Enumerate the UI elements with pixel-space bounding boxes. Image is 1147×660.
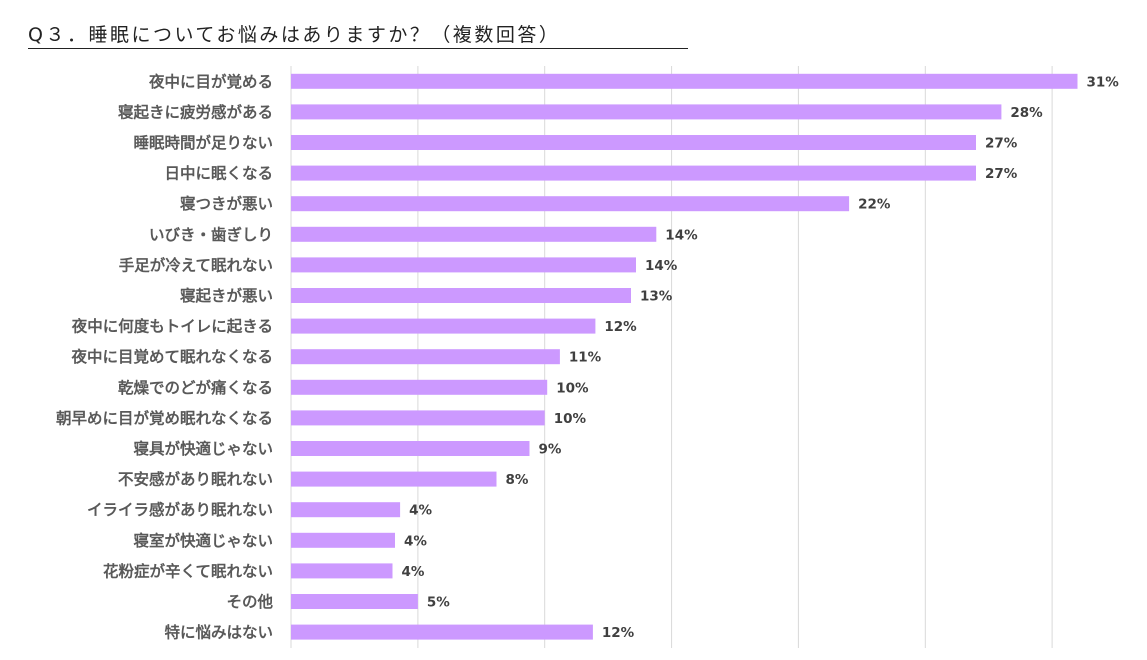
category-label: 夜中に目覚めて眠れなくなる [70,347,273,366]
category-label: 寝起きが悪い [180,286,273,305]
category-label: 寝つきが悪い [180,194,273,213]
category-label: 手足が冷えて眠れない [119,255,273,274]
bar [291,318,596,334]
value-label: 14% [665,227,698,243]
bar [291,594,418,609]
value-label: 27% [985,166,1018,182]
bar [291,502,401,518]
bar [291,104,1002,120]
bar [291,410,545,426]
bar [291,226,657,242]
category-label: 夜中に何度もトイレに起きる [71,317,273,336]
value-label: 13% [640,289,673,305]
bar [291,379,548,395]
value-label: 4% [404,533,427,549]
value-label: 28% [1010,105,1043,121]
value-label: 4% [409,503,432,519]
category-label: 花粉症が辛くて眠れない [103,561,273,580]
value-label: 5% [427,595,450,611]
bar [291,73,1078,89]
bar [291,349,560,365]
bar [291,288,631,303]
category-label: 寝具が快適じゃない [133,439,273,458]
value-labels: 31%28%27%27%22%14%14%13%12%11%10%10%9%8%… [402,74,1120,641]
category-label: イライラ感があり眠れない [87,500,273,519]
category-label: 夜中に目が覚める [148,72,273,91]
category-label: その他 [226,592,273,611]
bar [291,257,636,273]
bar [291,441,530,456]
value-label: 22% [858,197,891,213]
value-label: 10% [554,411,587,427]
bar [291,196,850,212]
value-label: 14% [645,258,678,274]
category-label: 朝早めに目が覚め眠れなくなる [56,408,273,427]
value-label: 12% [604,319,637,335]
category-label: 日中に眠くなる [164,164,273,183]
value-label: 31% [1087,74,1120,90]
bar [291,563,393,579]
category-label: 特に悩みはない [164,623,273,642]
category-label: 乾燥でのどが痛くなる [118,378,273,397]
category-label: いびき・歯ぎしり [149,225,273,244]
value-label: 12% [602,625,635,641]
value-label: 11% [569,350,602,366]
value-label: 4% [402,564,425,580]
value-label: 10% [556,380,589,396]
bar [291,532,395,548]
category-label: 寝室が快適じゃない [133,531,273,550]
chart-title: Q３．睡眠についてお悩みはありますか？（複数回答） [28,24,561,46]
value-label: 8% [506,472,529,488]
bar [291,624,593,640]
category-label: 寝起きに疲労感がある [118,102,273,121]
title-container: Q３．睡眠についてお悩みはありますか？（複数回答） [28,18,688,49]
bars [291,73,1078,640]
category-labels: 夜中に目が覚める寝起きに疲労感がある睡眠時間が足りない日中に眠くなる寝つきが悪い… [56,72,274,642]
bar [291,135,976,150]
value-label: 27% [985,136,1018,152]
value-label: 9% [539,442,562,458]
bar [291,471,497,487]
bar [291,165,976,181]
category-label: 睡眠時間が足りない [133,133,273,152]
category-label: 不安感があり眠れない [118,470,273,489]
